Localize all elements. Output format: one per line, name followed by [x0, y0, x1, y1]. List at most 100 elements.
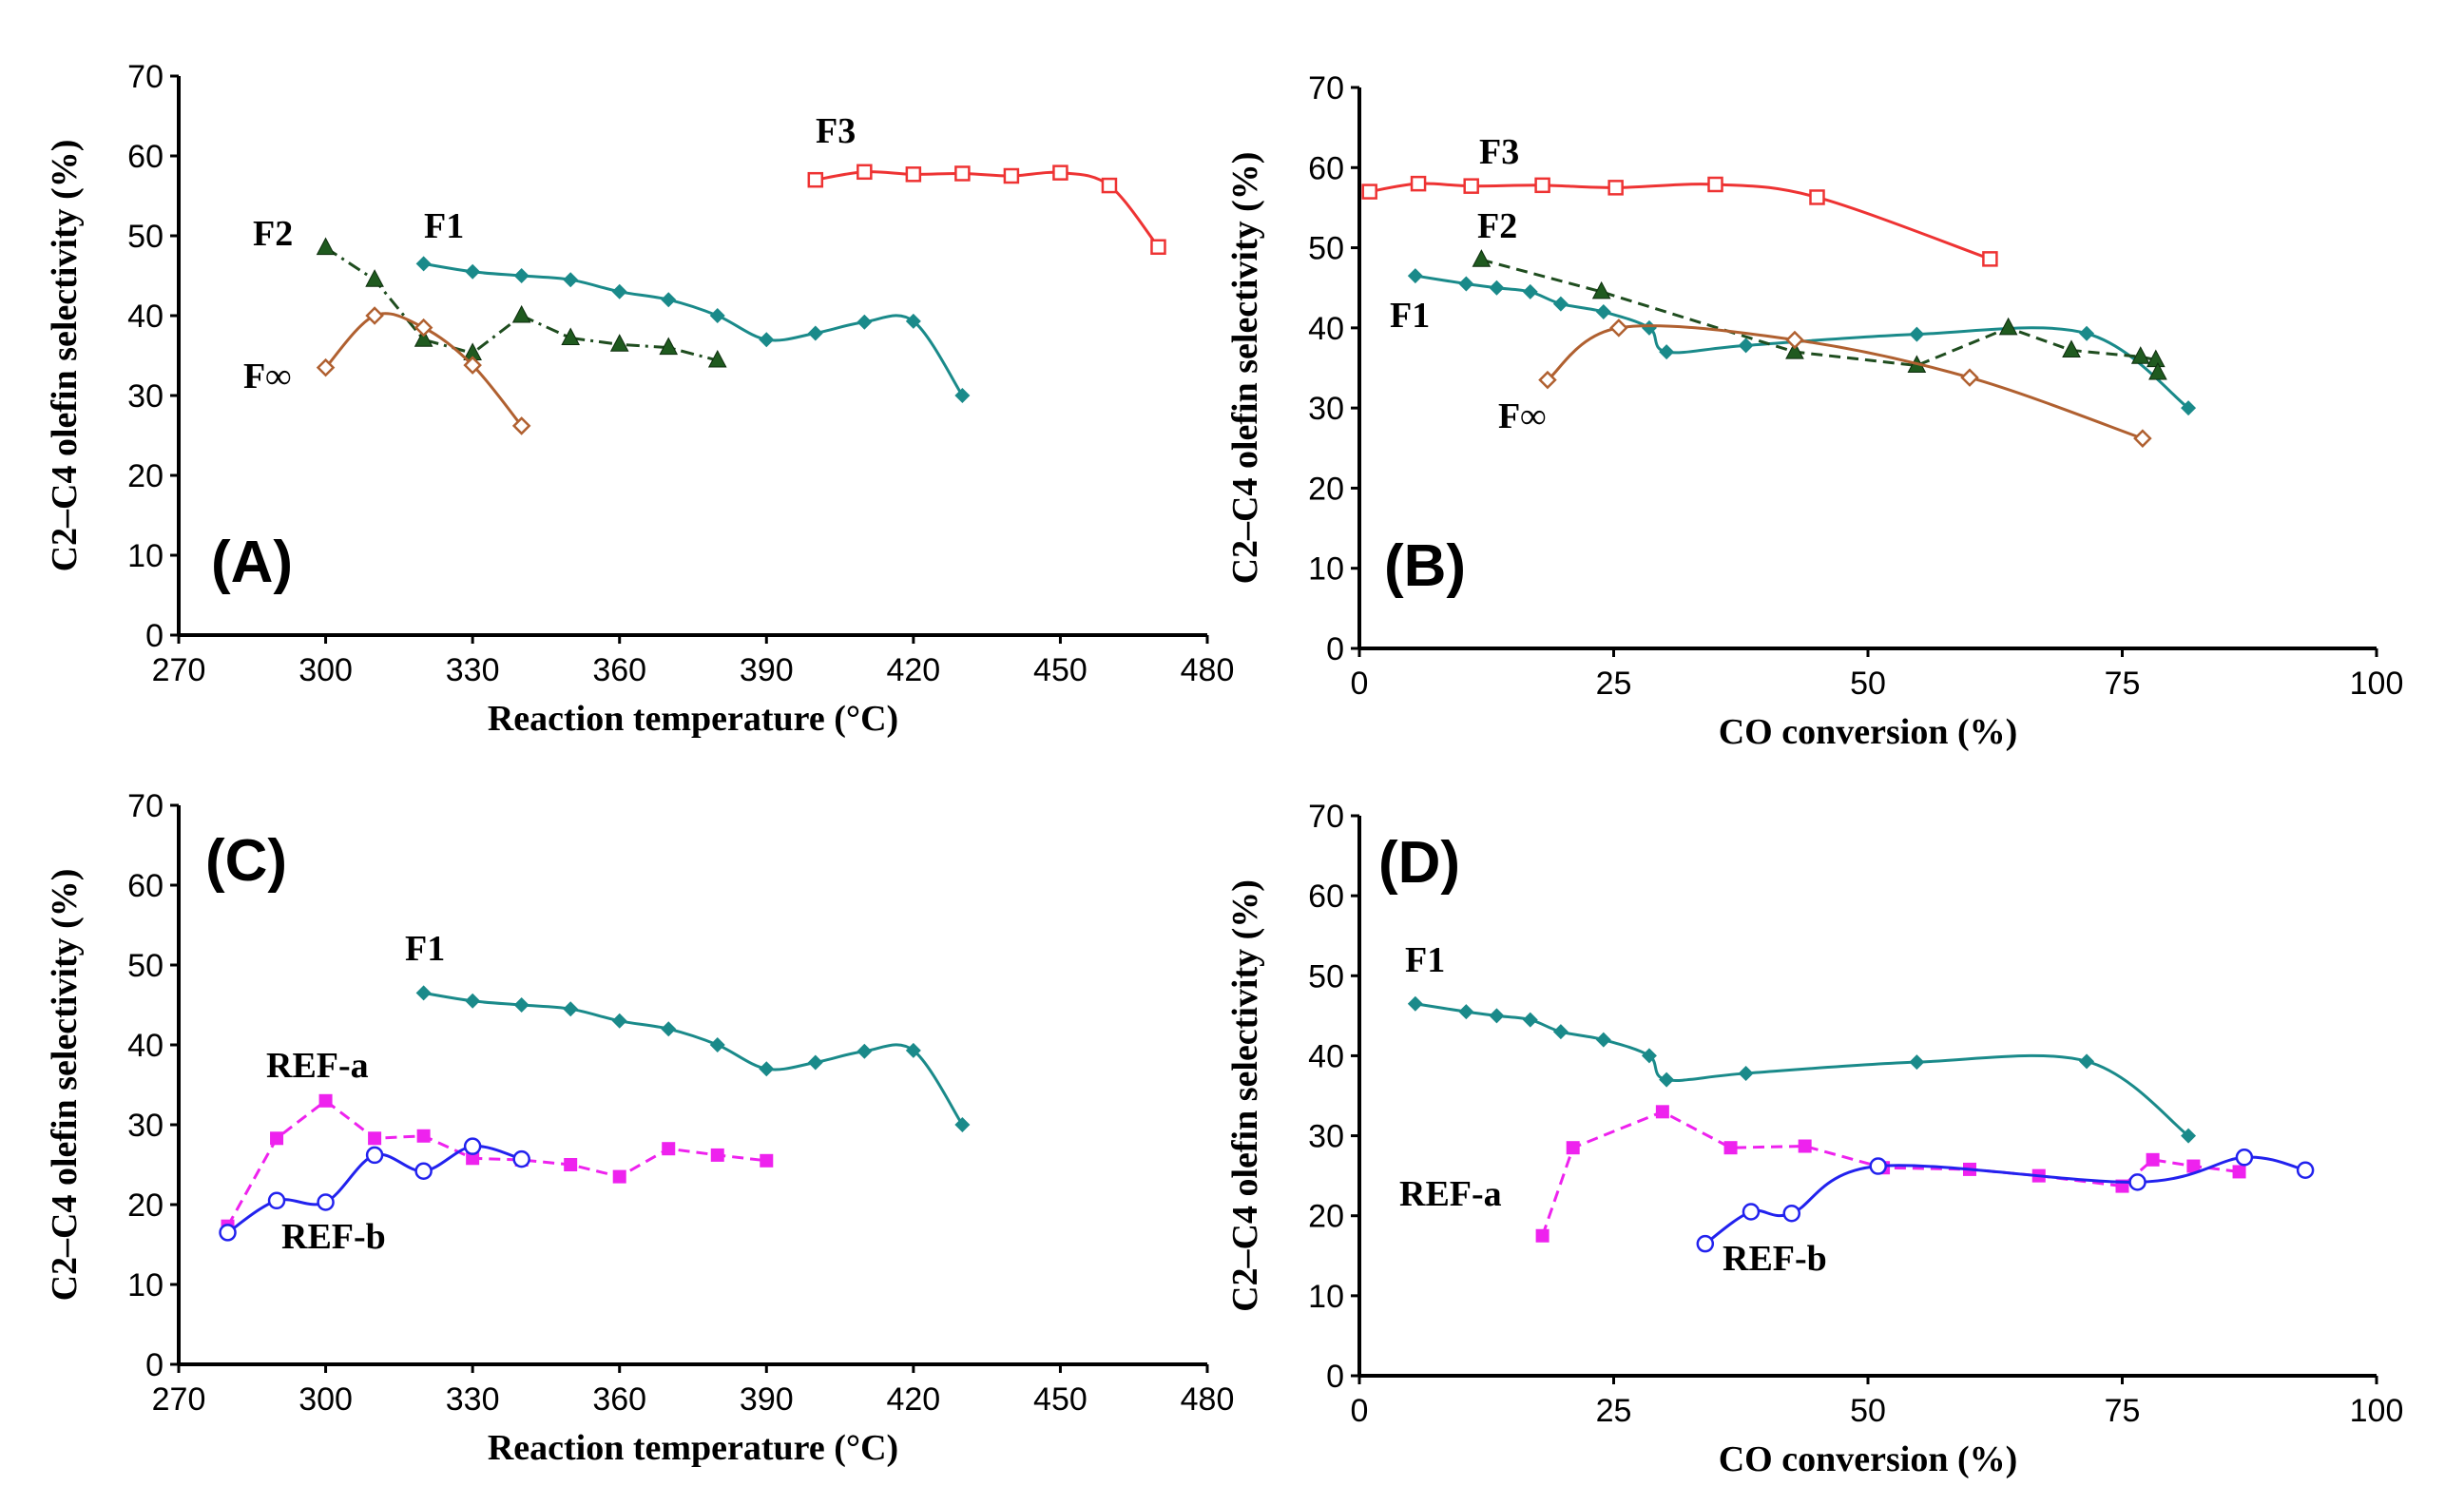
data-point-ref-b — [267, 1191, 286, 1210]
data-point-f1 — [1659, 1072, 1675, 1088]
data-point-f1 — [759, 332, 775, 348]
series-label-finf: F∞ — [243, 357, 291, 396]
data-point-ref-a — [2232, 1165, 2246, 1179]
data-point-f1 — [661, 292, 677, 308]
data-point-ref-a — [710, 1148, 724, 1162]
data-point-f2 — [2062, 339, 2081, 357]
data-point-finf — [316, 357, 336, 377]
data-point-f3 — [1410, 175, 1427, 192]
y-tick-label: 40 — [1308, 311, 1344, 347]
y-tick-label: 70 — [1308, 799, 1344, 835]
data-point-finf — [1538, 370, 1557, 390]
data-point-f1 — [2079, 325, 2095, 341]
data-point-f2 — [659, 337, 679, 356]
x-tick-label: 300 — [298, 652, 353, 688]
x-tick-label: 480 — [1181, 1381, 1235, 1418]
data-point-ref-b — [2235, 1149, 2254, 1167]
x-tick-label: 420 — [886, 1381, 940, 1418]
data-point-ref-a — [1723, 1141, 1738, 1155]
series-line-ref-a — [226, 1098, 767, 1227]
series-line-f2 — [324, 246, 719, 362]
data-point-ref-a — [2146, 1152, 2160, 1167]
panel-letter-b: (B) — [1384, 533, 1466, 599]
data-point-f1 — [1522, 283, 1538, 299]
data-point-f1 — [709, 308, 725, 323]
x-tick-label: 390 — [740, 1381, 794, 1418]
y-tick-label: 10 — [127, 1267, 164, 1303]
data-point-ref-a — [612, 1169, 626, 1184]
data-point-f1 — [513, 997, 529, 1013]
series-label-ref-a: REF-a — [1399, 1174, 1502, 1214]
x-tick-label: 270 — [152, 1381, 206, 1418]
data-point-finf — [365, 306, 384, 325]
y-tick-label: 60 — [1308, 878, 1344, 915]
data-point-ref-a — [1566, 1141, 1580, 1155]
series-line-finf — [1546, 324, 2144, 440]
data-point-f1 — [857, 1043, 873, 1059]
data-point-f1 — [661, 1021, 677, 1037]
data-point-ref-b — [365, 1146, 384, 1165]
data-point-f1 — [807, 325, 823, 341]
x-tick-label: 330 — [446, 652, 500, 688]
data-point-f2 — [1998, 317, 2018, 336]
data-point-ref-b — [1869, 1157, 1887, 1175]
panel-letter-c: (C) — [205, 828, 287, 894]
x-tick-label: 450 — [1033, 1381, 1088, 1418]
x-tick-label: 50 — [1850, 666, 1886, 702]
y-tick-label: 60 — [127, 139, 164, 175]
panel-letter-a: (A) — [211, 530, 293, 595]
data-point-f2 — [2130, 346, 2150, 364]
x-tick-label: 50 — [1850, 1393, 1886, 1429]
data-point-f1 — [2181, 1128, 2197, 1144]
y-tick-label: 70 — [127, 788, 164, 824]
data-point-f3 — [1707, 176, 1723, 193]
data-point-ref-b — [1742, 1203, 1761, 1221]
data-point-f1 — [415, 985, 432, 1001]
y-tick-label: 70 — [1308, 70, 1344, 106]
y-tick-label: 0 — [145, 1347, 164, 1383]
y-tick-label: 20 — [127, 1187, 164, 1224]
data-point-ref-a — [1655, 1105, 1669, 1119]
data-point-ref-a — [368, 1131, 382, 1146]
data-point-f1 — [1595, 304, 1611, 319]
data-point-f3 — [905, 166, 922, 183]
series-line-f1 — [423, 991, 964, 1126]
data-point-finf — [1609, 319, 1628, 338]
data-point-f1 — [807, 1054, 823, 1071]
y-tick-label: 50 — [1308, 958, 1344, 994]
series-label-f2: F2 — [1477, 206, 1517, 246]
y-tick-label: 30 — [1308, 391, 1344, 427]
series-line-f2 — [1481, 258, 2160, 374]
panel-letter-d: (D) — [1378, 830, 1460, 896]
data-point-f2 — [1591, 280, 1611, 299]
data-point-ref-a — [466, 1151, 480, 1166]
data-point-f3 — [1150, 239, 1166, 256]
x-tick-label: 100 — [2350, 666, 2404, 702]
data-point-ref-b — [2128, 1173, 2146, 1191]
data-point-ref-a — [416, 1129, 431, 1143]
data-point-f3 — [1809, 189, 1825, 205]
data-point-f3 — [1534, 177, 1550, 194]
x-tick-label: 360 — [592, 652, 646, 688]
data-point-f1 — [1407, 268, 1423, 284]
x-axis-title: Reaction temperature (°C) — [488, 699, 898, 739]
data-point-f1 — [1595, 1032, 1611, 1048]
series-label-ref-b: REF-b — [1723, 1239, 1827, 1279]
y-tick-label: 50 — [127, 948, 164, 984]
series-label-f1: F1 — [1405, 940, 1445, 980]
y-tick-label: 30 — [127, 378, 164, 415]
data-point-f1 — [465, 263, 481, 280]
data-point-f1 — [1909, 326, 1925, 342]
x-tick-label: 0 — [1351, 666, 1369, 702]
data-point-f1 — [1489, 1008, 1505, 1024]
data-point-f1 — [2181, 400, 2197, 416]
data-point-ref-a — [1798, 1139, 1812, 1153]
data-point-f2 — [316, 237, 336, 256]
data-point-f1 — [1738, 338, 1754, 354]
data-point-f1 — [1552, 1024, 1569, 1040]
y-axis-title: C2–C4 olefin selectivity (%) — [45, 140, 85, 572]
data-point-f3 — [1607, 180, 1624, 196]
data-point-ref-a — [564, 1158, 578, 1171]
data-point-finf — [414, 318, 433, 338]
data-point-f3 — [1463, 178, 1479, 194]
